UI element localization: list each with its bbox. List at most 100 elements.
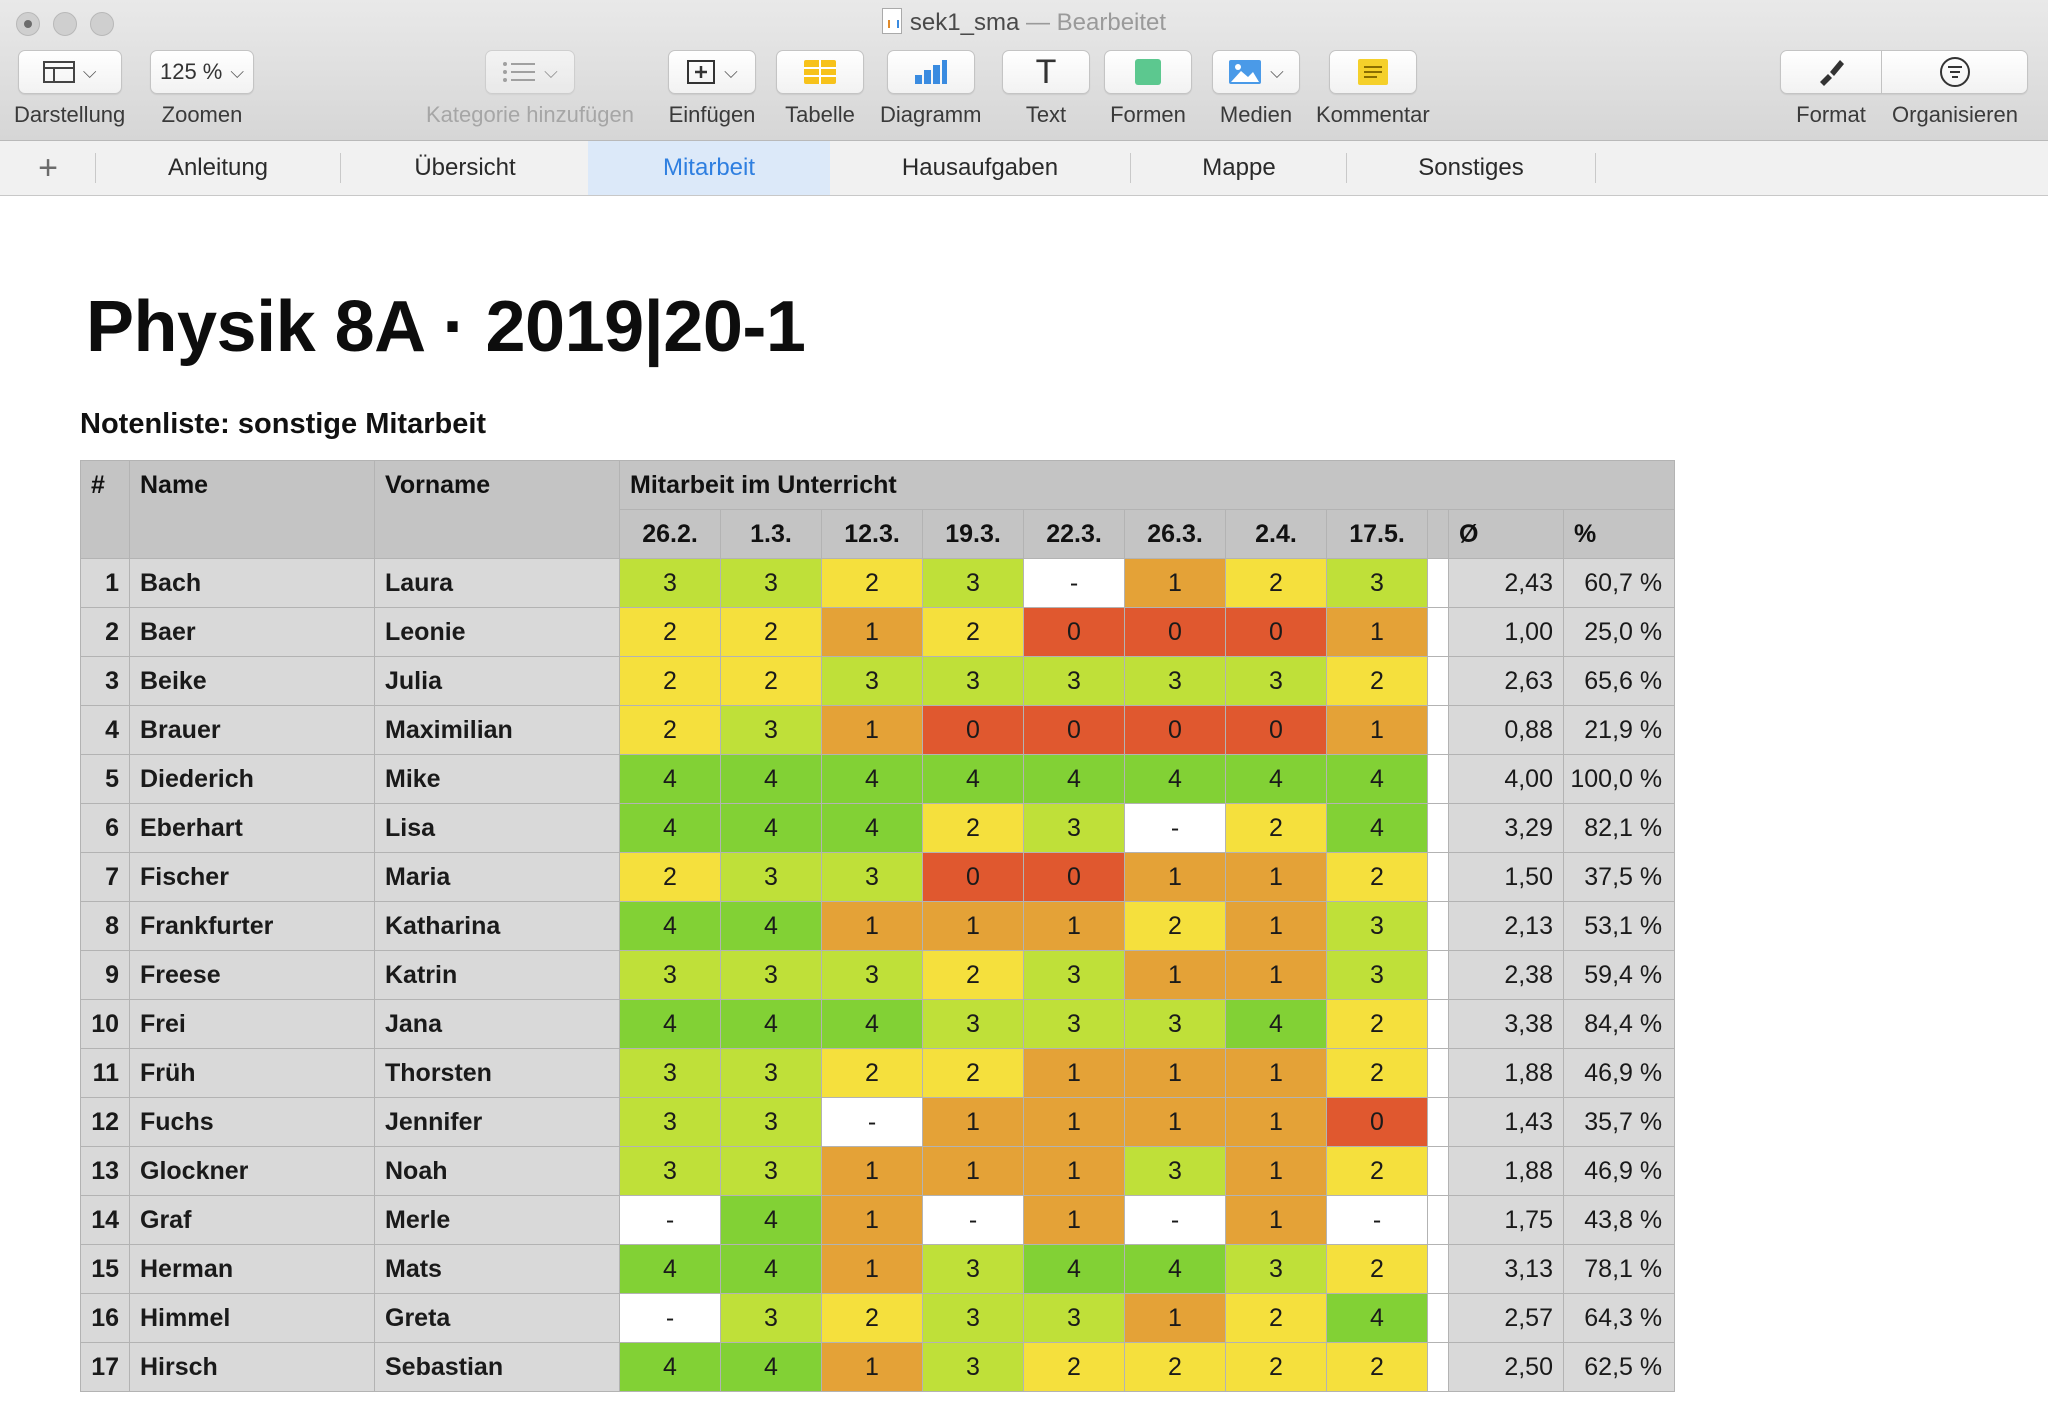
cell-score[interactable]: 1 <box>1023 901 1125 951</box>
format-button[interactable] <box>1780 50 1882 94</box>
cell-gap[interactable] <box>1427 607 1449 657</box>
cell-score[interactable]: 3 <box>821 950 923 1000</box>
cell-percent[interactable]: 78,1 % <box>1562 1244 1676 1294</box>
formen-button[interactable] <box>1104 50 1192 94</box>
cell-gap[interactable] <box>1427 950 1449 1000</box>
cell-vorname[interactable]: Greta <box>374 1293 620 1343</box>
cell-name[interactable]: Beike <box>129 656 375 706</box>
cell-average[interactable]: 2,50 <box>1448 1342 1564 1392</box>
cell-gap[interactable] <box>1427 1146 1449 1196</box>
tabelle-item[interactable]: Tabelle <box>776 50 864 128</box>
cell-score[interactable]: 1 <box>1023 1048 1125 1098</box>
cell-name[interactable]: Eberhart <box>129 803 375 853</box>
table-title[interactable]: Notenliste: sonstige Mitarbeit <box>80 408 487 440</box>
cell-name[interactable]: Glockner <box>129 1146 375 1196</box>
cell-score[interactable]: 1 <box>1124 852 1226 902</box>
cell-score[interactable]: 0 <box>1023 705 1125 755</box>
cell-gap[interactable] <box>1427 803 1449 853</box>
cell-percent[interactable]: 46,9 % <box>1562 1146 1676 1196</box>
cell-score[interactable]: 1 <box>1225 1195 1327 1245</box>
cell-score[interactable]: 1 <box>821 1195 923 1245</box>
cell-score[interactable]: 4 <box>1023 754 1125 804</box>
cell-score[interactable]: 2 <box>1326 1342 1428 1392</box>
cell-score[interactable]: 3 <box>1124 1146 1226 1196</box>
cell-average[interactable]: 1,00 <box>1448 607 1564 657</box>
cell-score[interactable]: 4 <box>1225 999 1327 1049</box>
tab-anleitung[interactable]: Anleitung <box>98 141 338 195</box>
cell-score[interactable]: 1 <box>1124 1097 1226 1147</box>
cell-score[interactable]: 0 <box>922 852 1024 902</box>
cell-score[interactable]: 2 <box>1326 852 1428 902</box>
cell-name[interactable]: Fischer <box>129 852 375 902</box>
cell-score[interactable]: 3 <box>619 558 721 608</box>
cell-vorname[interactable]: Katrin <box>374 950 620 1000</box>
cell-gap[interactable] <box>1427 558 1449 608</box>
cell-score[interactable]: 3 <box>1326 558 1428 608</box>
cell-score[interactable]: 1 <box>1326 705 1428 755</box>
cell-percent[interactable]: 64,3 % <box>1562 1293 1676 1343</box>
cell-vorname[interactable]: Leonie <box>374 607 620 657</box>
cell-vorname[interactable]: Laura <box>374 558 620 608</box>
cell-name[interactable]: Hirsch <box>129 1342 375 1392</box>
organisieren-button[interactable] <box>1882 50 2028 94</box>
einfuegen-button[interactable]: ⌵ <box>668 50 756 94</box>
cell-percent[interactable]: 82,1 % <box>1562 803 1676 853</box>
cell-gap[interactable] <box>1427 1342 1449 1392</box>
cell-score[interactable]: 1 <box>922 1146 1024 1196</box>
cell-score[interactable]: 1 <box>821 1244 923 1294</box>
diagramm-item[interactable]: Diagramm <box>880 50 981 128</box>
cell-gap[interactable] <box>1427 1244 1449 1294</box>
cell-score[interactable]: 2 <box>720 656 822 706</box>
cell-score[interactable]: 3 <box>922 999 1024 1049</box>
header-percent[interactable]: % <box>1562 509 1676 559</box>
cell-score[interactable]: 1 <box>821 705 923 755</box>
cell-vorname[interactable]: Maximilian <box>374 705 620 755</box>
cell-average[interactable]: 3,38 <box>1448 999 1564 1049</box>
cell-score[interactable]: 2 <box>1225 803 1327 853</box>
cell-name[interactable]: Früh <box>129 1048 375 1098</box>
cell-score[interactable]: 1 <box>1225 901 1327 951</box>
text-item[interactable]: T Text <box>1002 50 1090 128</box>
cell-score[interactable]: 0 <box>1124 607 1226 657</box>
diagramm-button[interactable] <box>886 50 975 94</box>
cell-score[interactable]: 1 <box>1326 607 1428 657</box>
cell-name[interactable]: Diederich <box>129 754 375 804</box>
cell-score[interactable]: 2 <box>821 1048 923 1098</box>
cell-score[interactable]: - <box>1124 803 1226 853</box>
cell-score[interactable]: 3 <box>720 950 822 1000</box>
cell-score[interactable]: 3 <box>720 558 822 608</box>
formen-item[interactable]: Formen <box>1104 50 1192 128</box>
cell-gap[interactable] <box>1427 1195 1449 1245</box>
cell-gap[interactable] <box>1427 1048 1449 1098</box>
header-date[interactable]: 2.4. <box>1225 509 1327 559</box>
cell-score[interactable]: 1 <box>1023 1097 1125 1147</box>
tab-uebersicht[interactable]: Übersicht <box>342 141 588 195</box>
medien-button[interactable]: ⌵ <box>1212 50 1300 94</box>
cell-number[interactable]: 11 <box>80 1048 130 1098</box>
cell-number[interactable]: 4 <box>80 705 130 755</box>
cell-score[interactable]: 3 <box>821 656 923 706</box>
cell-score[interactable]: 2 <box>1326 1244 1428 1294</box>
cell-score[interactable]: 4 <box>720 1342 822 1392</box>
cell-number[interactable]: 8 <box>80 901 130 951</box>
cell-vorname[interactable]: Thorsten <box>374 1048 620 1098</box>
cell-score[interactable]: 4 <box>619 754 721 804</box>
cell-percent[interactable]: 43,8 % <box>1562 1195 1676 1245</box>
cell-score[interactable]: 3 <box>1225 1244 1327 1294</box>
cell-score[interactable]: 3 <box>922 1342 1024 1392</box>
cell-percent[interactable]: 35,7 % <box>1562 1097 1676 1147</box>
cell-score[interactable]: 0 <box>1225 607 1327 657</box>
header-date[interactable]: 1.3. <box>720 509 822 559</box>
cell-score[interactable]: 3 <box>922 656 1024 706</box>
cell-score[interactable]: 2 <box>1225 558 1327 608</box>
cell-percent[interactable]: 84,4 % <box>1562 999 1676 1049</box>
cell-score[interactable]: 3 <box>922 1293 1024 1343</box>
cell-gap[interactable] <box>1427 901 1449 951</box>
cell-score[interactable]: 3 <box>1023 950 1125 1000</box>
cell-score[interactable]: 2 <box>1326 1146 1428 1196</box>
cell-score[interactable]: 3 <box>619 1097 721 1147</box>
cell-score[interactable]: 1 <box>1124 950 1226 1000</box>
cell-name[interactable]: Himmel <box>129 1293 375 1343</box>
cell-score[interactable]: 3 <box>619 1146 721 1196</box>
cell-score[interactable]: 4 <box>1225 754 1327 804</box>
